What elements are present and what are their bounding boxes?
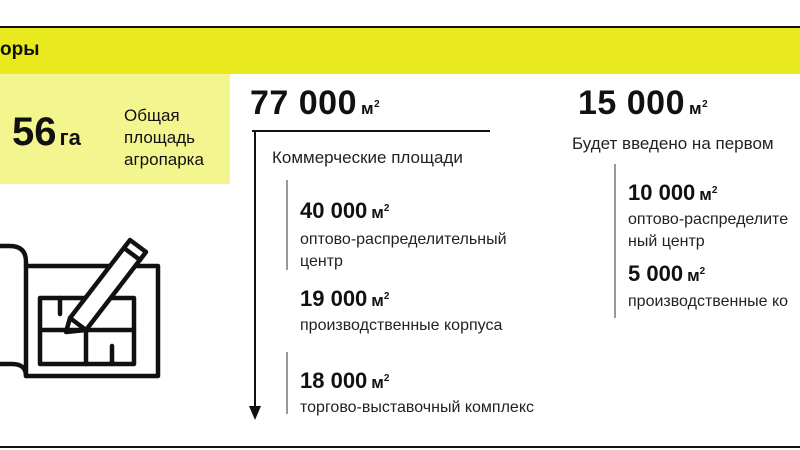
commercial-caption: Коммерческие площади — [272, 148, 463, 167]
item-divider — [286, 352, 288, 414]
arrow-down-icon — [249, 406, 261, 420]
area-value: 56 га — [12, 110, 81, 155]
first-stage-item-label: оптово-распределите ный центр — [628, 211, 789, 250]
commercial-item-value: 18 000 м2 — [300, 368, 390, 393]
first-stage-total-unit: м2 — [689, 99, 709, 118]
commercial-total: 77 000 м2 — [250, 84, 380, 123]
first-stage-total-value: 15 000 — [578, 84, 685, 122]
commercial-arrow-line — [254, 130, 256, 410]
commercial-item-label: оптово-распределительный центр — [300, 231, 507, 270]
item-divider — [286, 180, 288, 270]
area-number: 56 — [12, 110, 57, 154]
band-title: оры — [0, 39, 40, 60]
area-label: Общая площадь агропарка — [124, 106, 204, 169]
first-stage-total: 15 000 м2 — [578, 84, 708, 123]
commercial-underline — [252, 130, 490, 132]
commercial-item-label: производственные корпуса — [300, 317, 503, 334]
commercial-item-label: торгово-выставочный комплекс — [300, 399, 534, 416]
first-stage-item-value: 10 000 м2 — [628, 180, 718, 205]
item-divider — [614, 164, 616, 318]
top-rule — [0, 26, 800, 28]
first-stage-item-label: производственные ко — [628, 293, 789, 310]
blueprint-pencil-icon — [0, 237, 161, 379]
commercial-item-value: 19 000 м2 — [300, 286, 390, 311]
commercial-total-value: 77 000 — [250, 84, 357, 122]
first-stage-caption: Будет введено на первом — [572, 134, 774, 153]
commercial-item-value: 40 000 м2 — [300, 198, 390, 223]
total-area-box: 56 га Общая площадь агропарка — [0, 74, 230, 184]
commercial-total-unit: м2 — [361, 99, 381, 118]
area-unit: га — [59, 125, 81, 150]
first-stage-item-value: 5 000 м2 — [628, 261, 706, 286]
bottom-rule — [0, 446, 800, 448]
header-band: оры — [0, 28, 800, 74]
